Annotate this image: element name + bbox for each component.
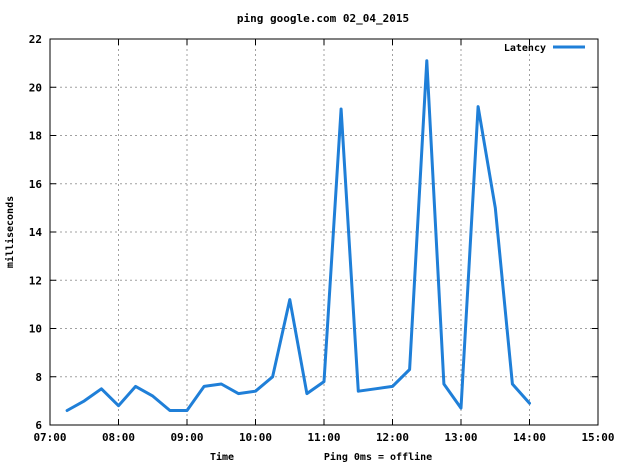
y-tick-label: 18 xyxy=(29,130,42,143)
y-axis-ticks: 6 8 10 12 14 16 18 20 22 xyxy=(29,33,598,432)
y-tick-label: 10 xyxy=(29,323,42,336)
x-tick-label: 15:00 xyxy=(581,431,614,444)
chart-title: ping google.com 02_04_2015 xyxy=(237,12,409,25)
x-tick-label: 08:00 xyxy=(102,431,135,444)
y-tick-label: 20 xyxy=(29,81,42,94)
x-tick-label: 12:00 xyxy=(376,431,409,444)
y-tick-label: 14 xyxy=(29,226,43,239)
y-tick-label: 16 xyxy=(29,178,43,191)
x-tick-label: 14:00 xyxy=(513,431,546,444)
x-tick-label: 09:00 xyxy=(170,431,203,444)
series-layer xyxy=(65,59,531,412)
y-tick-label: 8 xyxy=(35,371,42,384)
x-axis-ticks: 07:00 08:00 09:00 10:00 11:00 12:00 13:00 14:00… xyxy=(33,39,615,444)
y-tick-label: 12 xyxy=(29,274,42,287)
y-tick-label: 22 xyxy=(29,33,42,46)
y-tick-label: 6 xyxy=(35,419,42,432)
y-axis-label: milliseconds xyxy=(4,196,16,268)
x-axis-label: Time xyxy=(210,451,234,463)
x-tick-label: 07:00 xyxy=(33,431,66,444)
legend: Latency xyxy=(504,43,585,54)
x-tick-label: 10:00 xyxy=(239,431,272,444)
legend-label: Latency xyxy=(504,43,546,54)
x-tick-label: 11:00 xyxy=(307,431,340,444)
series-line-latency xyxy=(65,59,531,412)
x-axis-note: Ping 0ms = offline xyxy=(324,451,432,463)
x-tick-label: 13:00 xyxy=(444,431,477,444)
